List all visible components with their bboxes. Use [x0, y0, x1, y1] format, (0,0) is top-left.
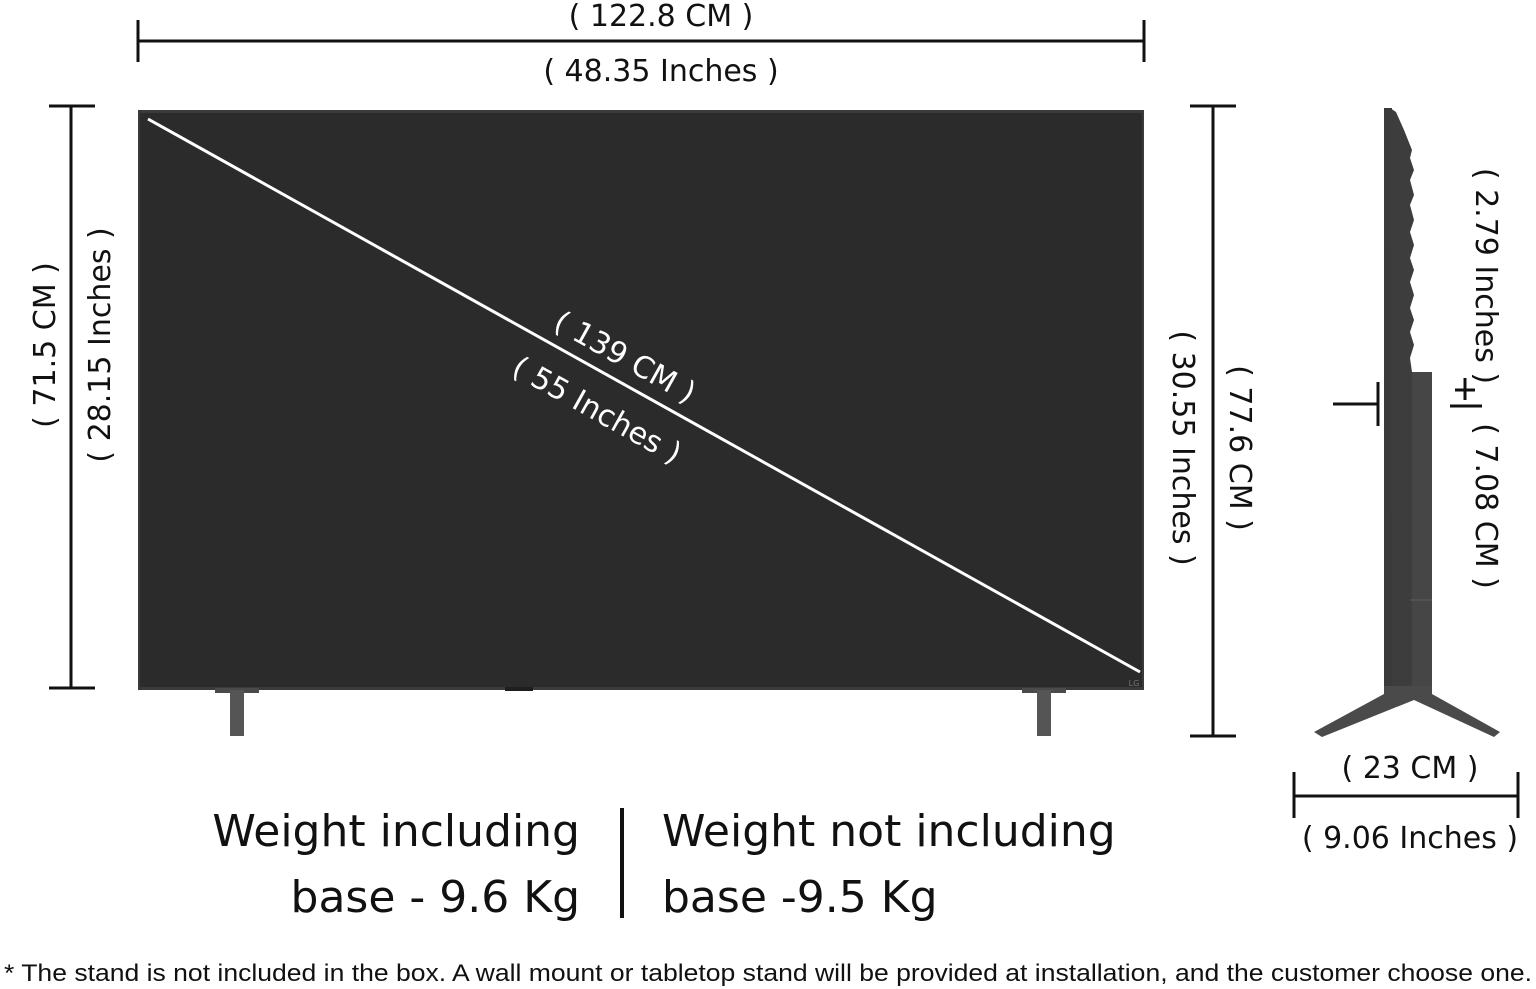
screen-height-cm-label: ( 71.5 CM )	[28, 262, 63, 428]
weight-with-base-line1: Weight including	[212, 806, 580, 857]
total-height-dimension: ( 30.55 Inches ) ( 77.6 CM )	[1165, 104, 1257, 738]
weight-with-base-line2: base - 9.6 Kg	[291, 872, 580, 923]
screen-height-in-label: ( 28.15 Inches )	[83, 227, 118, 462]
stand-foot-right	[1037, 690, 1051, 736]
screen-height-dimension: ( 71.5 CM ) ( 28.15 Inches )	[28, 104, 118, 690]
stand-depth-cm-label: ( 23 CM )	[1341, 751, 1478, 786]
stand-height-cm-label: ( 7.08 CM )	[1468, 423, 1503, 589]
weight-info: Weight including base - 9.6 Kg Weight no…	[212, 806, 1115, 923]
total-height-in-label: ( 30.55 Inches )	[1165, 330, 1200, 565]
depth-in-label: ( 2.79 Inches )	[1468, 168, 1503, 384]
stand-footnote: * The stand is not included in the box. …	[4, 960, 1532, 987]
tv-front-view: LG ( 139 CM ) ( 55 Inches )	[138, 110, 1144, 736]
side-panel-front	[1384, 108, 1392, 690]
stand-depth-in-label: ( 9.06 Inches )	[1302, 821, 1518, 856]
side-stand-base	[1314, 686, 1500, 737]
side-rear-housing	[1412, 372, 1432, 690]
tv-logo: LG	[1129, 679, 1140, 688]
weight-without-base-line1: Weight not including	[662, 806, 1116, 857]
stand-foot-left	[230, 690, 244, 736]
total-height-cm-label: ( 77.6 CM )	[1222, 365, 1257, 531]
width-dimension: ( 122.8 CM ) ( 48.35 Inches )	[136, 0, 1146, 89]
tv-bottom-sensor	[505, 687, 533, 691]
width-in-label: ( 48.35 Inches )	[543, 54, 778, 89]
width-cm-label: ( 122.8 CM )	[569, 0, 754, 34]
weight-without-base-line2: base -9.5 Kg	[662, 872, 938, 923]
tv-side-view: ( 2.79 Inches ) ( 7.08 CM )	[1314, 108, 1503, 737]
stand-depth-dimension: ( 23 CM ) ( 9.06 Inches )	[1292, 751, 1520, 856]
diagonal-line	[147, 117, 1141, 674]
